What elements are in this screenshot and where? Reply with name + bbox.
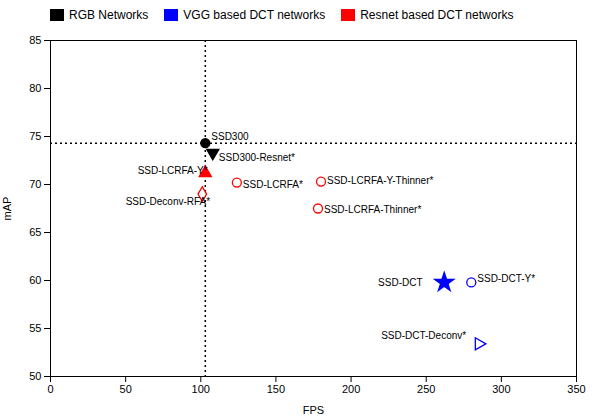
svg-text:60: 60	[29, 274, 41, 286]
html-text:Resnet based DCT networks: Resnet based DCT networks	[360, 8, 514, 22]
svg-text:85: 85	[29, 34, 41, 46]
svg-text:70: 70	[29, 178, 41, 190]
svg-text:SSD300: SSD300	[211, 131, 249, 142]
html-text:VGG based DCT networks: VGG based DCT networks	[183, 8, 326, 22]
svg-text:50: 50	[120, 383, 132, 395]
svg-text:150: 150	[267, 383, 285, 395]
svg-text:SSD-LCRFA-Thinner*: SSD-LCRFA-Thinner*	[324, 204, 421, 215]
svg-text:FPS: FPS	[303, 404, 324, 416]
html-text:RGB Networks: RGB Networks	[69, 8, 149, 22]
svg-text:250: 250	[417, 383, 435, 395]
svg-text:mAP: mAP	[1, 197, 13, 221]
svg-text:350: 350	[567, 383, 585, 395]
svg-text:75: 75	[29, 130, 41, 142]
svg-text:SSD-DCT-Y*: SSD-DCT-Y*	[477, 273, 535, 284]
svg-text:SSD300-Resnet*: SSD300-Resnet*	[219, 152, 295, 163]
svg-text:SSD-DCT: SSD-DCT	[378, 277, 422, 288]
svg-text:SSD-LCRFA-Y-Thinner*: SSD-LCRFA-Y-Thinner*	[327, 175, 433, 186]
svg-text:SSD-DCT-Deconv*: SSD-DCT-Deconv*	[381, 330, 466, 341]
svg-text:SSD-Deconv-RFA*: SSD-Deconv-RFA*	[126, 196, 211, 207]
svg-text:0: 0	[47, 383, 53, 395]
svg-text:65: 65	[29, 226, 41, 238]
svg-text:55: 55	[29, 322, 41, 334]
svg-text:SSD-LCRFA-Y*: SSD-LCRFA-Y*	[138, 165, 208, 176]
svg-text:50: 50	[29, 370, 41, 382]
svg-text:SSD-LCRFA*: SSD-LCRFA*	[243, 179, 303, 190]
svg-text:200: 200	[342, 383, 360, 395]
svg-text:300: 300	[492, 383, 510, 395]
svg-text:100: 100	[192, 383, 210, 395]
svg-text:80: 80	[29, 82, 41, 94]
